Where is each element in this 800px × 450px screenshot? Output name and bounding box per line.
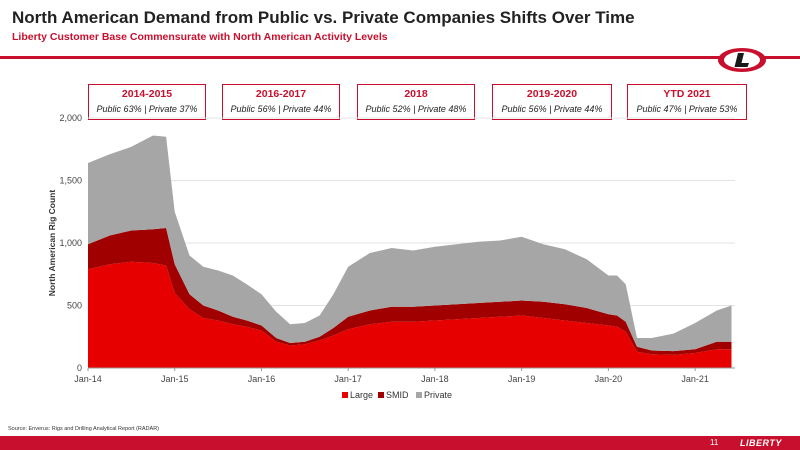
y-tick-label: 1,500 xyxy=(59,176,82,186)
period-box-2019-2020: 2019-2020 Public 56% | Private 44% xyxy=(492,84,612,120)
x-tick-label: Jan-19 xyxy=(508,374,536,384)
period-split: Public 56% | Private 44% xyxy=(230,104,332,114)
page-number: 11 xyxy=(710,438,719,447)
x-tick-label: Jan-16 xyxy=(248,374,276,384)
period-split: Public 56% | Private 44% xyxy=(501,104,603,114)
y-tick-label: 2,000 xyxy=(59,113,82,123)
area-series-private xyxy=(88,135,732,352)
area-series-large xyxy=(88,261,732,368)
y-tick-label: 0 xyxy=(77,363,82,373)
source-note: Source: Enverus: Rigs and Drilling Analy… xyxy=(8,426,160,432)
x-tick-label: Jan-17 xyxy=(334,374,362,384)
period-box-2018: 2018 Public 52% | Private 48% xyxy=(357,84,475,120)
x-tick-label: Jan-14 xyxy=(74,374,102,384)
page-title: North American Demand from Public vs. Pr… xyxy=(12,8,635,27)
period-box-2016-2017: 2016-2017 Public 56% | Private 44% xyxy=(222,84,340,120)
area-series-smid xyxy=(88,228,732,355)
legend-swatch-private xyxy=(416,392,422,398)
legend-swatch-smid xyxy=(378,392,384,398)
period-split: Public 47% | Private 53% xyxy=(636,104,738,114)
footer-bar xyxy=(0,436,800,450)
period-title: 2016-2017 xyxy=(255,88,307,100)
legend-label-smid: SMID xyxy=(386,390,409,400)
footer-brand-logo: LIBERTY xyxy=(740,438,782,448)
x-tick-label: Jan-18 xyxy=(421,374,449,384)
y-axis-title: North American Rig Count xyxy=(47,190,57,297)
y-tick-label: 1,000 xyxy=(59,238,82,248)
x-tick-label: Jan-21 xyxy=(681,374,709,384)
legend-swatch-large xyxy=(342,392,348,398)
period-box-ytd-2021: YTD 2021 Public 47% | Private 53% xyxy=(627,84,747,120)
liberty-logo-icon xyxy=(718,48,766,72)
page-subtitle: Liberty Customer Base Commensurate with … xyxy=(12,31,388,43)
period-title: 2018 xyxy=(404,88,428,100)
header-divider xyxy=(0,56,800,59)
period-box-2014-2015: 2014-2015 Public 63% | Private 37% xyxy=(88,84,206,120)
period-title: YTD 2021 xyxy=(663,88,711,100)
y-tick-label: 500 xyxy=(67,301,82,311)
x-tick-label: Jan-20 xyxy=(595,374,623,384)
period-title: 2019-2020 xyxy=(526,88,578,100)
legend-label-large: Large xyxy=(350,390,373,400)
legend-label-private: Private xyxy=(424,390,452,400)
period-split: Public 52% | Private 48% xyxy=(365,104,467,114)
period-title: 2014-2015 xyxy=(121,88,173,100)
x-tick-label: Jan-15 xyxy=(161,374,189,384)
period-split: Public 63% | Private 37% xyxy=(96,104,198,114)
